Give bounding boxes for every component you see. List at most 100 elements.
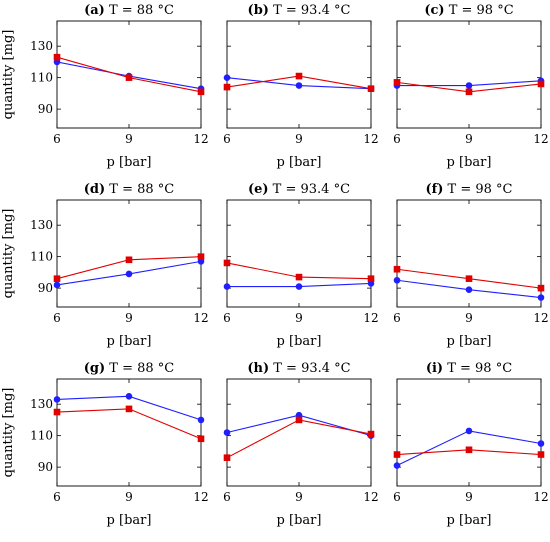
panel-a: (a) T = 88 °C 6 9 12 90 110 130 p [bar] quantity…	[1, 3, 209, 170]
panel-a-xtick-label: 12	[193, 132, 208, 146]
panel-b: (b) T = 93.4 °C 6 9 12 p [bar]	[223, 3, 378, 170]
panel-e-series-red-point	[295, 273, 303, 281]
panel-f-title-text: T = 98 °C	[443, 182, 512, 197]
panel-e-xtick-label: 6	[223, 311, 231, 325]
panel-b-series-red-point	[295, 72, 303, 80]
panel-b-xtick-label: 9	[295, 132, 303, 146]
panel-b-series-blue-point	[223, 74, 231, 81]
panel-i-xtick-label: 9	[465, 490, 473, 504]
panel-h-series-red-point	[295, 416, 303, 424]
panel-g-label: (g)	[84, 361, 105, 376]
panel-e-title: (e) T = 93.4 °C	[248, 182, 350, 197]
panel-c-xtick-label: 6	[393, 132, 401, 146]
panel-h-xtick-label: 12	[363, 490, 378, 504]
panel-e-frame	[226, 199, 372, 308]
panel-h-label: (h)	[247, 361, 269, 376]
panel-d-series-blue-point	[125, 270, 133, 278]
panel-f-series-blue-point	[537, 294, 545, 301]
panel-h-title-text: T = 93.4 °C	[269, 361, 351, 376]
panel-a-ytick-label: 110	[30, 71, 53, 85]
panel-c: (c) T = 98 °C 6 9 12 p [bar]	[393, 3, 548, 170]
panel-e-xtick-label: 9	[295, 311, 303, 325]
panel-g-ytick-label: 90	[38, 460, 53, 474]
panel-a-xtick-label: 9	[125, 132, 133, 146]
panel-h-title: (h) T = 93.4 °C	[247, 361, 350, 376]
panel-c-title-text: T = 98 °C	[445, 3, 514, 18]
panel-g: (g) T = 88 °C 6 9 12 90 110 130 p [bar] quantity…	[1, 361, 209, 528]
panel-b-series-red-point	[367, 85, 375, 92]
panel-b-series-blue-point	[295, 82, 303, 89]
panel-g-ylabel: quantity [mg]	[1, 388, 16, 478]
panel-h-series-blue-point	[223, 429, 231, 436]
panel-i-xtick-label: 12	[533, 490, 548, 504]
panel-e-title-text: T = 93.4 °C	[269, 182, 351, 197]
panel-h-series-red-point	[223, 454, 231, 461]
panel-c-series-red-point	[393, 79, 401, 86]
panel-c-series-red-point	[465, 88, 473, 96]
panel-a-ytick-label: 130	[30, 39, 53, 53]
panel-f-series-blue-point	[465, 286, 473, 293]
panel-d-series-blue-point	[53, 281, 61, 289]
panel-i-series-blue-point	[537, 440, 545, 447]
panel-d-series-red-point	[125, 256, 133, 264]
panel-a-ytick-label: 90	[38, 102, 53, 116]
panel-f-series-red-point	[465, 275, 473, 282]
panel-d-xtick-label: 9	[125, 311, 133, 325]
panel-h-frame	[226, 378, 372, 487]
panel-g-ytick-label: 130	[30, 397, 53, 411]
panel-e-series-red-point	[367, 275, 375, 282]
panel-i-xlabel: p [bar]	[447, 513, 492, 528]
panel-d-ytick-label: 90	[38, 281, 53, 295]
panel-e-series-blue-point	[295, 283, 303, 290]
panel-a-xtick-label: 6	[53, 132, 61, 146]
panel-a-xlabel: p [bar]	[107, 155, 152, 170]
panel-g-ytick-label: 110	[30, 429, 53, 443]
panel-d-series-red-point	[53, 275, 61, 282]
panel-g-xtick-label: 9	[125, 490, 133, 504]
panel-d-frame	[56, 199, 202, 308]
panel-f-label: (f)	[426, 182, 444, 197]
panel-f: (f) T = 98 °C 6 9 12 p [bar]	[393, 182, 548, 349]
panel-b-xtick-label: 6	[223, 132, 231, 146]
panel-g-series-blue-point	[125, 393, 133, 400]
panel-e-label: (e)	[248, 182, 269, 197]
panel-a-title-text: T = 88 °C	[105, 3, 174, 18]
panel-d-title: (d) T = 88 °C	[84, 182, 175, 197]
panel-d-title-text: T = 88 °C	[105, 182, 174, 197]
panel-e-xtick-label: 12	[363, 311, 378, 325]
panel-g-series-red-point	[53, 408, 61, 416]
panel-f-series-blue-point	[393, 276, 401, 284]
panel-d-series-red-point	[197, 253, 205, 260]
panel-e-series-red-point	[223, 259, 231, 267]
panel-h-series-red-line	[226, 419, 372, 459]
panel-c-xlabel: p [bar]	[447, 155, 492, 170]
panel-i-series-red-point	[537, 451, 545, 458]
panel-h-xtick-label: 6	[223, 490, 231, 504]
panel-h-xlabel: p [bar]	[277, 513, 322, 528]
panel-c-series-blue-point	[465, 82, 473, 89]
panel-c-xtick-label: 9	[465, 132, 473, 146]
panel-b-xtick-label: 12	[363, 132, 378, 146]
panel-c-frame	[396, 20, 542, 129]
panel-f-xtick-label: 6	[393, 311, 401, 325]
panel-d-xlabel: p [bar]	[107, 334, 152, 349]
panel-g-title-text: T = 88 °C	[105, 361, 174, 376]
panel-g-xtick-label: 6	[53, 490, 61, 504]
panel-b-label: (b)	[248, 3, 269, 18]
panel-g-series-red-point	[197, 435, 205, 443]
panel-a-series-red-point	[125, 74, 133, 81]
panel-f-series-red-point	[537, 284, 545, 292]
panel-c-xtick-label: 12	[533, 132, 548, 146]
panel-i-series-red-point	[393, 451, 401, 458]
panel-b-xlabel: p [bar]	[277, 155, 322, 170]
panel-i-title: (i) T = 98 °C	[426, 361, 512, 376]
panel-g-series-red-point	[125, 405, 133, 413]
panel-b-series-red-point	[223, 83, 231, 91]
panel-i-xtick-label: 6	[393, 490, 401, 504]
panel-h-series-red-point	[367, 430, 375, 438]
panel-g-xlabel: p [bar]	[107, 513, 152, 528]
panel-a-series-red-point	[197, 88, 205, 96]
panel-d-ytick-label: 130	[30, 218, 53, 232]
panel-d-ylabel: quantity [mg]	[1, 209, 16, 299]
panel-f-xlabel: p [bar]	[447, 334, 492, 349]
